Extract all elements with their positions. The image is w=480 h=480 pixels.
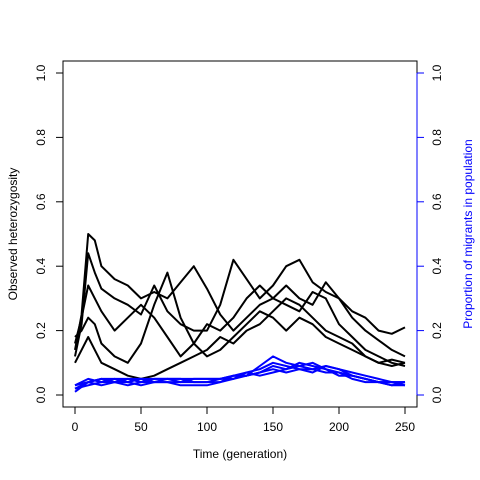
series-layer <box>74 233 406 393</box>
x-tick-label: 150 <box>263 420 283 434</box>
y-tick-label: 0.4 <box>34 258 48 275</box>
migrant-proportion-line-9 <box>74 365 405 387</box>
heterozygosity-line-1 <box>74 252 406 358</box>
y-axis-label: Observed heterozygosity <box>6 168 20 301</box>
x-tick-label: 250 <box>395 420 415 434</box>
y-tick-label: 0.6 <box>34 193 48 210</box>
axes-layer: 0 50 100 150 200 250 0.0 0.2 0.4 0.6 0.8 1.0 0.0 0.2 0… <box>34 64 444 434</box>
y-tick-label: 0.0 <box>34 386 48 403</box>
y2-tick-label: 0.4 <box>430 258 444 275</box>
y2-tick-label: 0.2 <box>430 322 444 339</box>
y2-axis-label: Proportion of migrants in population <box>461 139 475 328</box>
y2-tick-label: 0.8 <box>430 129 444 146</box>
x-tick-label: 0 <box>72 420 79 434</box>
y2-tick-label: 1.0 <box>430 64 444 81</box>
y-tick-label: 1.0 <box>34 64 48 81</box>
x-axis-label: Time (generation) <box>193 447 287 461</box>
y-tick-label: 0.8 <box>34 129 48 146</box>
y-tick-label: 0.2 <box>34 322 48 339</box>
y2-tick-label: 0.6 <box>430 193 444 210</box>
heterozygosity-line-2 <box>74 284 406 367</box>
x-tick-label: 100 <box>197 420 217 434</box>
x-tick-label: 50 <box>134 420 148 434</box>
heterozygosity-line-3 <box>74 271 406 364</box>
x-tick-label: 200 <box>329 420 349 434</box>
y2-tick-label: 0.0 <box>430 386 444 403</box>
heterozygosity-line-4 <box>74 297 406 380</box>
heterozygosity-line-0 <box>74 233 406 351</box>
